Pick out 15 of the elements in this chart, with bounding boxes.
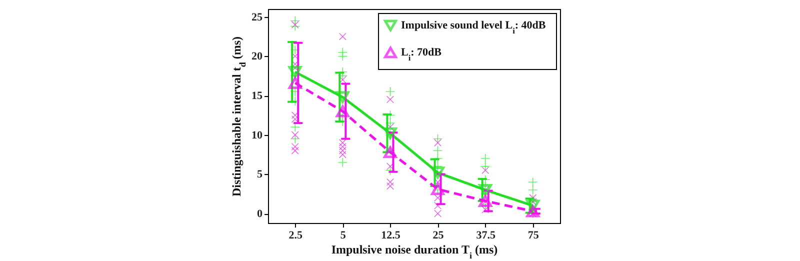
x-tick-label: 12.5 — [381, 230, 401, 242]
legend-label: L$_{i}$: 70dB — [401, 46, 442, 62]
y-tick-label: 10 — [252, 129, 263, 142]
y-tick-label: 20 — [252, 50, 263, 63]
x-tick-label: 2.5 — [288, 230, 303, 242]
y-tick-label: 0 — [257, 208, 263, 220]
legend-label: Impulsive sound level L$_{i}$: 40dB — [401, 20, 546, 35]
y-tick-label: 25 — [252, 11, 263, 24]
x-axis-title: Impulsive noise duration T$_{i}$ (ms) — [331, 242, 498, 260]
y-tick-label: 15 — [252, 90, 263, 102]
x-tick-label: 75 — [528, 230, 540, 242]
x-tick-label: 5 — [340, 230, 346, 242]
x-tick-label: 37.5 — [476, 230, 496, 242]
x-tick-label: 25 — [432, 230, 444, 242]
y-tick-label: 5 — [257, 168, 263, 181]
